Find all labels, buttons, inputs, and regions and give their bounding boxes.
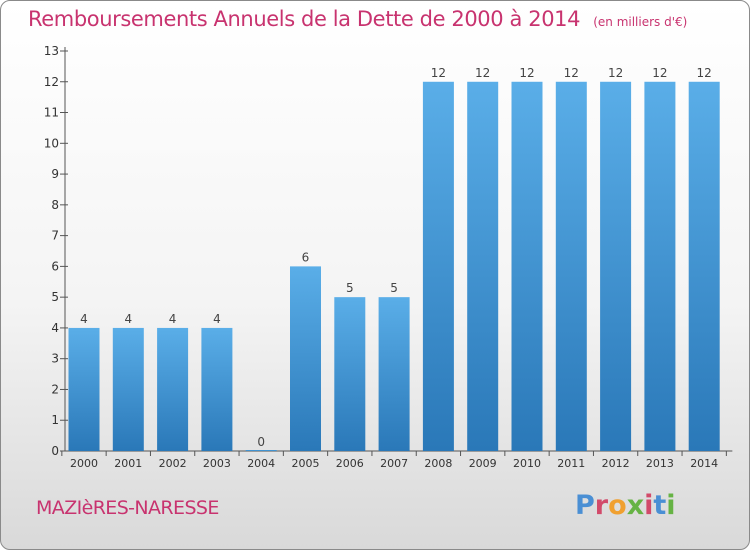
x-tick-label: 2007 — [380, 457, 408, 470]
chart-title: Remboursements Annuels de la Dette de 20… — [28, 7, 581, 31]
bar-2006 — [334, 297, 366, 451]
data-label: 12 — [519, 66, 534, 80]
y-tick-label: 12 — [44, 75, 59, 89]
y-tick-label: 13 — [44, 44, 59, 58]
title-row: Remboursements Annuels de la Dette de 20… — [28, 7, 687, 31]
y-tick-label: 0 — [51, 444, 59, 458]
data-label: 4 — [80, 312, 88, 326]
bar-2005 — [290, 266, 321, 451]
y-tick-label: 6 — [51, 259, 59, 273]
data-label: 4 — [169, 312, 177, 326]
y-tick-label: 7 — [51, 229, 59, 243]
data-label: 12 — [475, 66, 490, 80]
data-label: 12 — [652, 66, 667, 80]
x-tick-label: 2005 — [292, 457, 320, 470]
data-labels: 4 4 4 4 0 6 5 5 12 12 12 12 12 12 12 — [80, 66, 712, 449]
bars — [68, 81, 720, 452]
y-tick-label: 11 — [44, 106, 59, 120]
x-tick-label: 2001 — [114, 457, 142, 470]
logo-letter: o — [608, 490, 627, 521]
x-tick-label: 2000 — [70, 457, 98, 470]
logo-letter: P — [575, 490, 595, 521]
x-tick-label: 2012 — [602, 457, 630, 470]
y-tick-label: 5 — [51, 290, 59, 304]
y-tick-label: 2 — [51, 382, 59, 396]
data-label: 4 — [213, 312, 221, 326]
commune-name: MAZIèRES-NARESSE — [36, 497, 219, 519]
y-tick-label: 9 — [51, 167, 59, 181]
x-tick-label: 2009 — [469, 457, 497, 470]
y-tick-label: 3 — [51, 352, 59, 366]
x-tick-label: 2014 — [690, 457, 718, 470]
y-tick-label: 10 — [44, 136, 59, 150]
bar-2003 — [201, 327, 233, 451]
x-tick-label: 2008 — [424, 457, 452, 470]
data-label: 0 — [257, 435, 265, 449]
bar-2014 — [688, 81, 720, 452]
bar-2008 — [422, 81, 454, 452]
bar-2000 — [68, 327, 100, 451]
x-tick-label: 2010 — [513, 457, 541, 470]
x-tick-label: 2011 — [557, 457, 585, 470]
bar-2011 — [555, 81, 587, 452]
bar-2007 — [378, 297, 410, 451]
y-tick-label: 4 — [51, 321, 59, 335]
x-tick-label: 2004 — [247, 457, 275, 470]
bar-2001 — [112, 327, 144, 451]
bar-2009 — [467, 81, 499, 452]
logo-letter: r — [594, 490, 609, 521]
bar-2013 — [644, 81, 676, 452]
logo-letter: t — [653, 490, 667, 521]
x-tick-label: 2013 — [646, 457, 674, 470]
logo-letter: x — [626, 490, 645, 521]
data-label: 12 — [608, 66, 623, 80]
y-tick-label: 1 — [51, 413, 59, 427]
logo-letter: i — [644, 490, 654, 521]
bar-2002 — [157, 327, 189, 451]
proxiti-logo[interactable]: Proxiti — [575, 490, 676, 521]
data-label: 12 — [431, 66, 446, 80]
bar-2010 — [511, 81, 543, 452]
data-label: 12 — [564, 66, 579, 80]
data-label: 4 — [124, 312, 132, 326]
data-label: 6 — [302, 250, 310, 264]
data-label: 12 — [697, 66, 712, 80]
logo-letter: i — [666, 490, 676, 521]
x-tick-label: 2003 — [203, 457, 231, 470]
y-tick-label: 8 — [51, 198, 59, 212]
data-label: 5 — [346, 281, 354, 295]
data-label: 5 — [390, 281, 398, 295]
bar-2012 — [600, 81, 632, 452]
chart-unit: (en milliers d'€) — [593, 15, 688, 29]
x-tick-label: 2002 — [159, 457, 187, 470]
x-tick-label: 2006 — [336, 457, 364, 470]
bar-2004 — [245, 450, 277, 451]
